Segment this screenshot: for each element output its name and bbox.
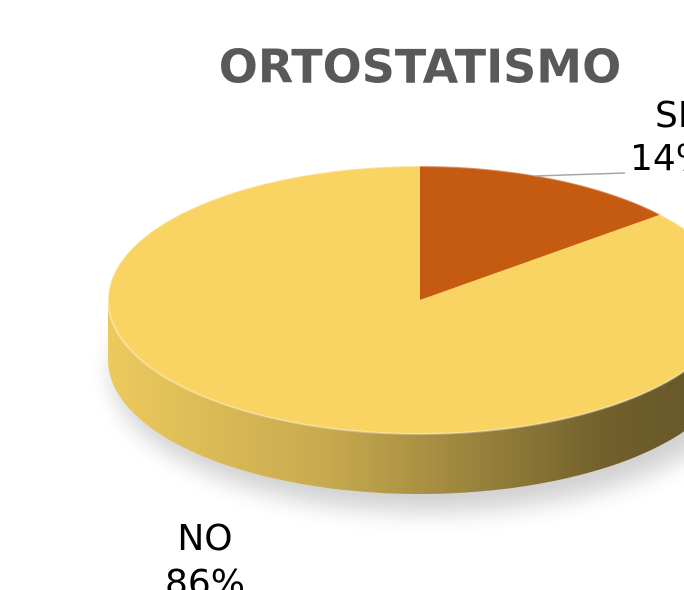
pie-side	[108, 300, 684, 494]
category-label: SI	[655, 95, 684, 136]
value-label: 14%	[630, 138, 684, 179]
chart-title: ORTOSTATISMO	[219, 40, 621, 94]
leader-line	[534, 172, 626, 177]
pie-top	[107, 165, 684, 435]
category-label: NO	[177, 518, 232, 559]
slice-side-shade	[108, 300, 684, 494]
pie-rim	[107, 165, 684, 435]
slice	[108, 166, 684, 434]
slice	[420, 166, 661, 300]
value-label: 86%	[165, 563, 245, 590]
